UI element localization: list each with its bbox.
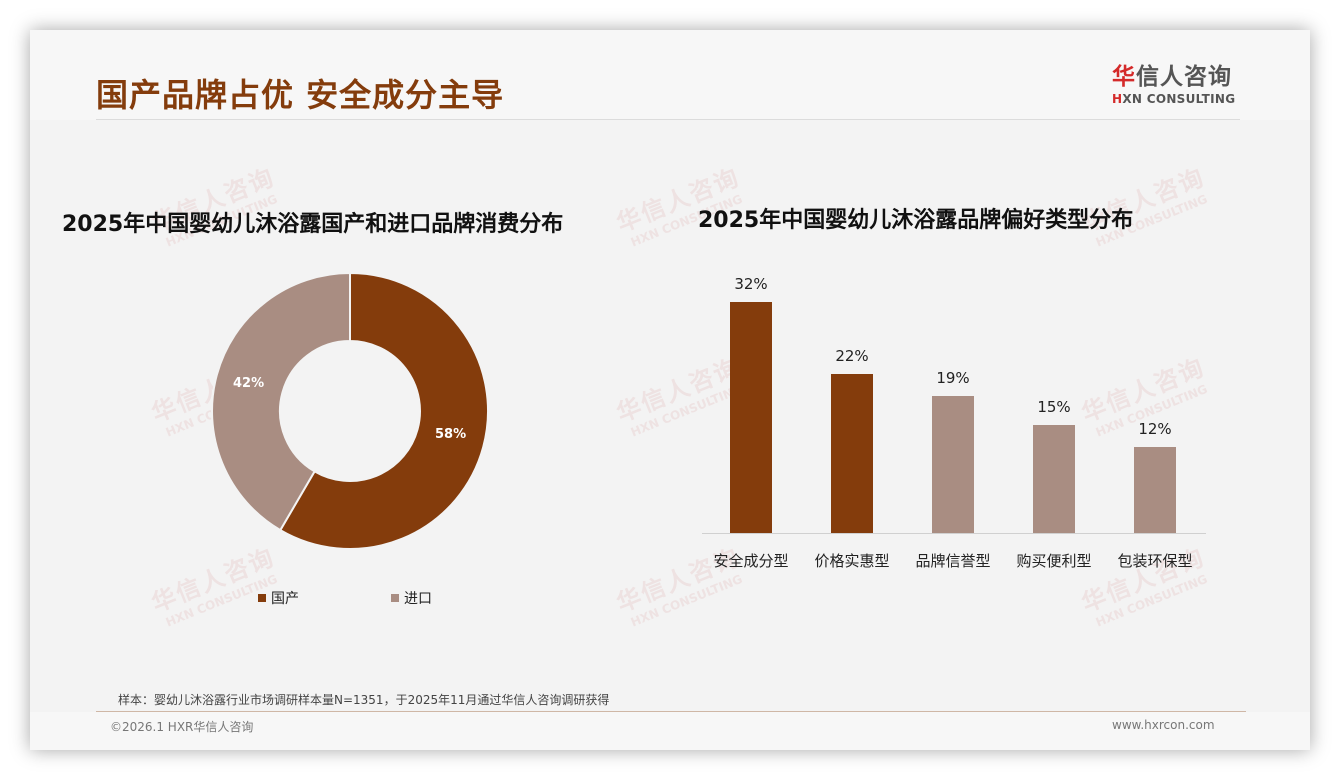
bar-price[interactable]: [831, 374, 873, 533]
legend-label: 进口: [404, 591, 432, 607]
donut-chart-title: 2025年中国婴幼儿沐浴露国产和进口品牌消费分布: [62, 212, 564, 237]
legend-item-imported: 进口: [391, 588, 432, 608]
donut-label-imported: 42%: [233, 376, 265, 391]
legend-item-domestic: 国产: [258, 588, 299, 608]
bar-safety[interactable]: [730, 302, 772, 533]
donut-chart: 58% 42%: [210, 271, 490, 551]
logo-chinese: 华信人咨询: [1112, 64, 1232, 90]
x-axis-line: [702, 533, 1206, 534]
legend-swatch-domestic: [258, 594, 266, 602]
footer-background: [30, 712, 1310, 750]
bar-chart-title: 2025年中国婴幼儿沐浴露品牌偏好类型分布: [698, 208, 1134, 233]
page-title: 国产品牌占优 安全成分主导: [96, 76, 505, 114]
bar-value: 19%: [936, 369, 970, 387]
bar-packaging[interactable]: [1134, 447, 1176, 533]
bar-value: 22%: [835, 347, 869, 365]
bar-category: 包装环保型: [1117, 552, 1193, 570]
bar-brand[interactable]: [932, 396, 974, 533]
bar-value: 32%: [734, 275, 768, 293]
source-note: 样本：婴幼儿沐浴露行业市场调研样本量N=1351，于2025年11月通过华信人咨…: [118, 693, 610, 707]
footer-divider: [96, 711, 1246, 712]
header-divider: [96, 119, 1240, 120]
website-link[interactable]: www.hxrcon.com: [1112, 718, 1215, 732]
bar-category: 购买便利型: [1016, 552, 1092, 570]
slide: 国产品牌占优 安全成分主导 华信人咨询 HXN CONSULTING 华信人咨询…: [30, 30, 1310, 750]
bar-category: 品牌信誉型: [915, 552, 991, 570]
header-background: [30, 30, 1310, 120]
bar-value: 15%: [1037, 398, 1071, 416]
donut-svg: [211, 271, 489, 550]
legend-label: 国产: [271, 591, 299, 607]
legend-swatch-imported: [391, 594, 399, 602]
bar-convenience[interactable]: [1033, 425, 1075, 533]
donut-slice-domestic[interactable]: [278, 271, 489, 550]
bar-category: 安全成分型: [713, 552, 789, 570]
donut-slice-imported[interactable]: [211, 271, 351, 532]
donut-label-domestic: 58%: [435, 427, 467, 442]
bar-category: 价格实惠型: [814, 552, 890, 570]
logo-english: HXN CONSULTING: [1112, 92, 1236, 106]
bar-value: 12%: [1138, 420, 1172, 438]
hxn-logo: 华信人咨询 HXN CONSULTING: [1112, 64, 1242, 106]
copyright: ©2026.1 HXR华信人咨询: [110, 720, 254, 734]
